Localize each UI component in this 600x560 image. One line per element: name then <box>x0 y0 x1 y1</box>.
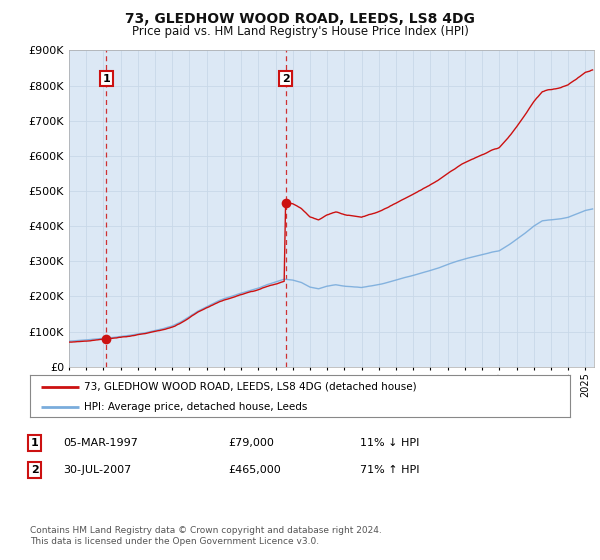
Text: 1: 1 <box>103 73 110 83</box>
Text: 73, GLEDHOW WOOD ROAD, LEEDS, LS8 4DG: 73, GLEDHOW WOOD ROAD, LEEDS, LS8 4DG <box>125 12 475 26</box>
Text: Contains HM Land Registry data © Crown copyright and database right 2024.
This d: Contains HM Land Registry data © Crown c… <box>30 526 382 546</box>
Text: Price paid vs. HM Land Registry's House Price Index (HPI): Price paid vs. HM Land Registry's House … <box>131 25 469 38</box>
Text: £79,000: £79,000 <box>228 438 274 448</box>
Text: HPI: Average price, detached house, Leeds: HPI: Average price, detached house, Leed… <box>84 402 307 412</box>
Text: 71% ↑ HPI: 71% ↑ HPI <box>360 465 419 475</box>
Text: 1: 1 <box>31 438 38 448</box>
Text: 2: 2 <box>281 73 289 83</box>
Text: 2: 2 <box>31 465 38 475</box>
Text: 05-MAR-1997: 05-MAR-1997 <box>63 438 138 448</box>
Text: 11% ↓ HPI: 11% ↓ HPI <box>360 438 419 448</box>
Text: 73, GLEDHOW WOOD ROAD, LEEDS, LS8 4DG (detached house): 73, GLEDHOW WOOD ROAD, LEEDS, LS8 4DG (d… <box>84 382 416 392</box>
Text: 30-JUL-2007: 30-JUL-2007 <box>63 465 131 475</box>
Text: £465,000: £465,000 <box>228 465 281 475</box>
